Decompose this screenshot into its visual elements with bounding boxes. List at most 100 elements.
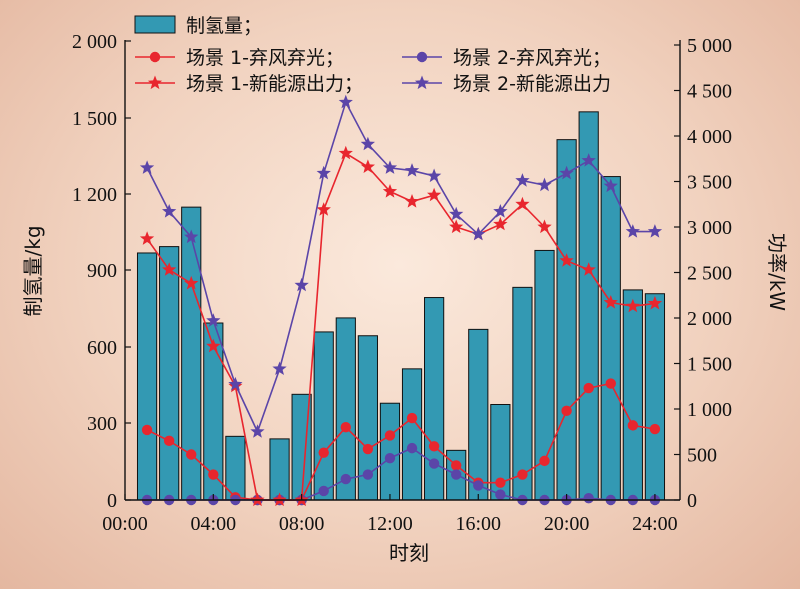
series-point: [186, 449, 197, 460]
y-right-tick-label: 500: [687, 445, 717, 467]
hydrogen-bars: [136, 111, 666, 501]
x-tick-label: 04:00: [191, 513, 237, 535]
y-right-tick-label: 3 000: [687, 217, 732, 239]
series-point: [449, 219, 464, 234]
series-point: [493, 204, 508, 218]
series-point: [471, 226, 486, 241]
series-point: [473, 480, 484, 491]
y-right-tick-label: 0: [687, 490, 697, 512]
y-left-tick-label: 1 200: [72, 184, 117, 206]
series-point: [404, 194, 420, 208]
legend-swatch-marker: [149, 51, 161, 63]
series-line: [146, 152, 656, 501]
series-point: [318, 447, 329, 458]
series-point: [451, 469, 462, 480]
legend-swatch-marker: [414, 75, 430, 90]
series-point: [206, 313, 221, 327]
series-point: [338, 94, 353, 109]
legend-swatch-marker: [416, 51, 428, 63]
x-tick-label: 20:00: [544, 513, 590, 535]
series-point: [451, 460, 462, 471]
series-point: [647, 295, 663, 310]
series-point: [340, 473, 351, 485]
y-left-tick-label: 2 000: [72, 31, 117, 53]
series-point: [162, 262, 177, 276]
y-right-axis-title: 功率/kW: [765, 233, 789, 311]
series-point: [360, 159, 375, 173]
legend-swatch-marker: [147, 75, 163, 90]
series-point: [627, 420, 639, 431]
series-point: [272, 361, 287, 375]
series-point: [340, 422, 351, 433]
x-axis-title: 时刻: [389, 541, 429, 565]
hydrogen-bar: [468, 328, 489, 501]
legend-label: 场景 1-弃风弃光；: [186, 47, 344, 69]
hydrogen-bar: [556, 139, 577, 501]
series-point: [316, 165, 331, 180]
hydrogen-bar: [159, 246, 180, 501]
hydrogen-bar: [644, 293, 666, 501]
hydrogen-bar: [401, 368, 423, 501]
series-point: [625, 298, 640, 313]
series-point: [139, 231, 155, 245]
series-point: [141, 424, 153, 436]
y-right-tick-label: 4 500: [687, 81, 732, 103]
series-point: [495, 477, 506, 488]
y-left-axis-title: 制氢量/kg: [21, 225, 45, 316]
series-point: [404, 163, 420, 177]
series-point: [603, 295, 618, 309]
hydrogen-bar: [335, 317, 356, 501]
x-tick-label: 16:00: [455, 513, 501, 535]
y-right-tick-label: 4 000: [687, 126, 732, 148]
y-right-tick-label: 1 500: [687, 354, 732, 376]
y-left-tick-label: 900: [87, 260, 117, 282]
hydrogen-bar: [578, 111, 599, 501]
series-point: [362, 469, 374, 480]
series-point: [581, 262, 596, 276]
series-point: [184, 229, 199, 244]
hydrogen-bar: [600, 176, 621, 501]
series-point: [583, 492, 594, 504]
series-point: [647, 224, 663, 238]
series-point: [427, 168, 442, 183]
series-point: [537, 219, 552, 234]
series-point: [206, 338, 221, 353]
series-point: [559, 253, 574, 267]
series-point: [228, 376, 243, 391]
series-point: [605, 378, 616, 389]
hydrogen-bar: [379, 402, 401, 501]
series-point: [515, 196, 530, 211]
axes: 0 300 600 900 1 200 1 500 2 000 0 500 1 000 1 500 2…: [72, 31, 732, 535]
series-star-5b45a8: [139, 94, 663, 438]
y-left-tick-label: 1 500: [72, 108, 117, 130]
series-point: [294, 277, 309, 292]
series-point: [362, 443, 374, 455]
series-point: [250, 424, 265, 438]
x-tick-label: 00:00: [102, 513, 148, 535]
series-point: [406, 412, 418, 424]
series-point: [581, 153, 596, 167]
y-right-tick-label: 5 000: [687, 35, 732, 57]
series-point: [603, 178, 618, 193]
series-point: [583, 382, 594, 394]
series-point: [449, 206, 464, 221]
y-left-tick-label: 600: [87, 337, 117, 359]
series-point: [406, 442, 418, 454]
series-point: [139, 160, 155, 174]
series-point: [427, 187, 442, 202]
series-point: [382, 184, 398, 198]
series-point: [493, 216, 508, 231]
series-point: [537, 177, 552, 192]
y-right-tick-label: 1 000: [687, 399, 732, 421]
series-point: [495, 489, 506, 500]
y-left-tick-label: 0: [107, 490, 117, 512]
legend-label: 场景 2-新能源出力: [453, 73, 611, 95]
series-point: [360, 136, 375, 151]
series-point: [384, 430, 396, 441]
legend-label: 场景 1-新能源出力；: [186, 73, 363, 95]
series-point: [517, 469, 528, 480]
legend: 制氢量； 场景 1-弃风弃光； 场景 2-弃风弃光； 场景 1-新能源出力； 场景 2-…: [134, 15, 611, 95]
legend-swatch-bar: [134, 15, 176, 34]
hydrogen-bar: [424, 297, 445, 501]
series-point: [163, 435, 175, 447]
